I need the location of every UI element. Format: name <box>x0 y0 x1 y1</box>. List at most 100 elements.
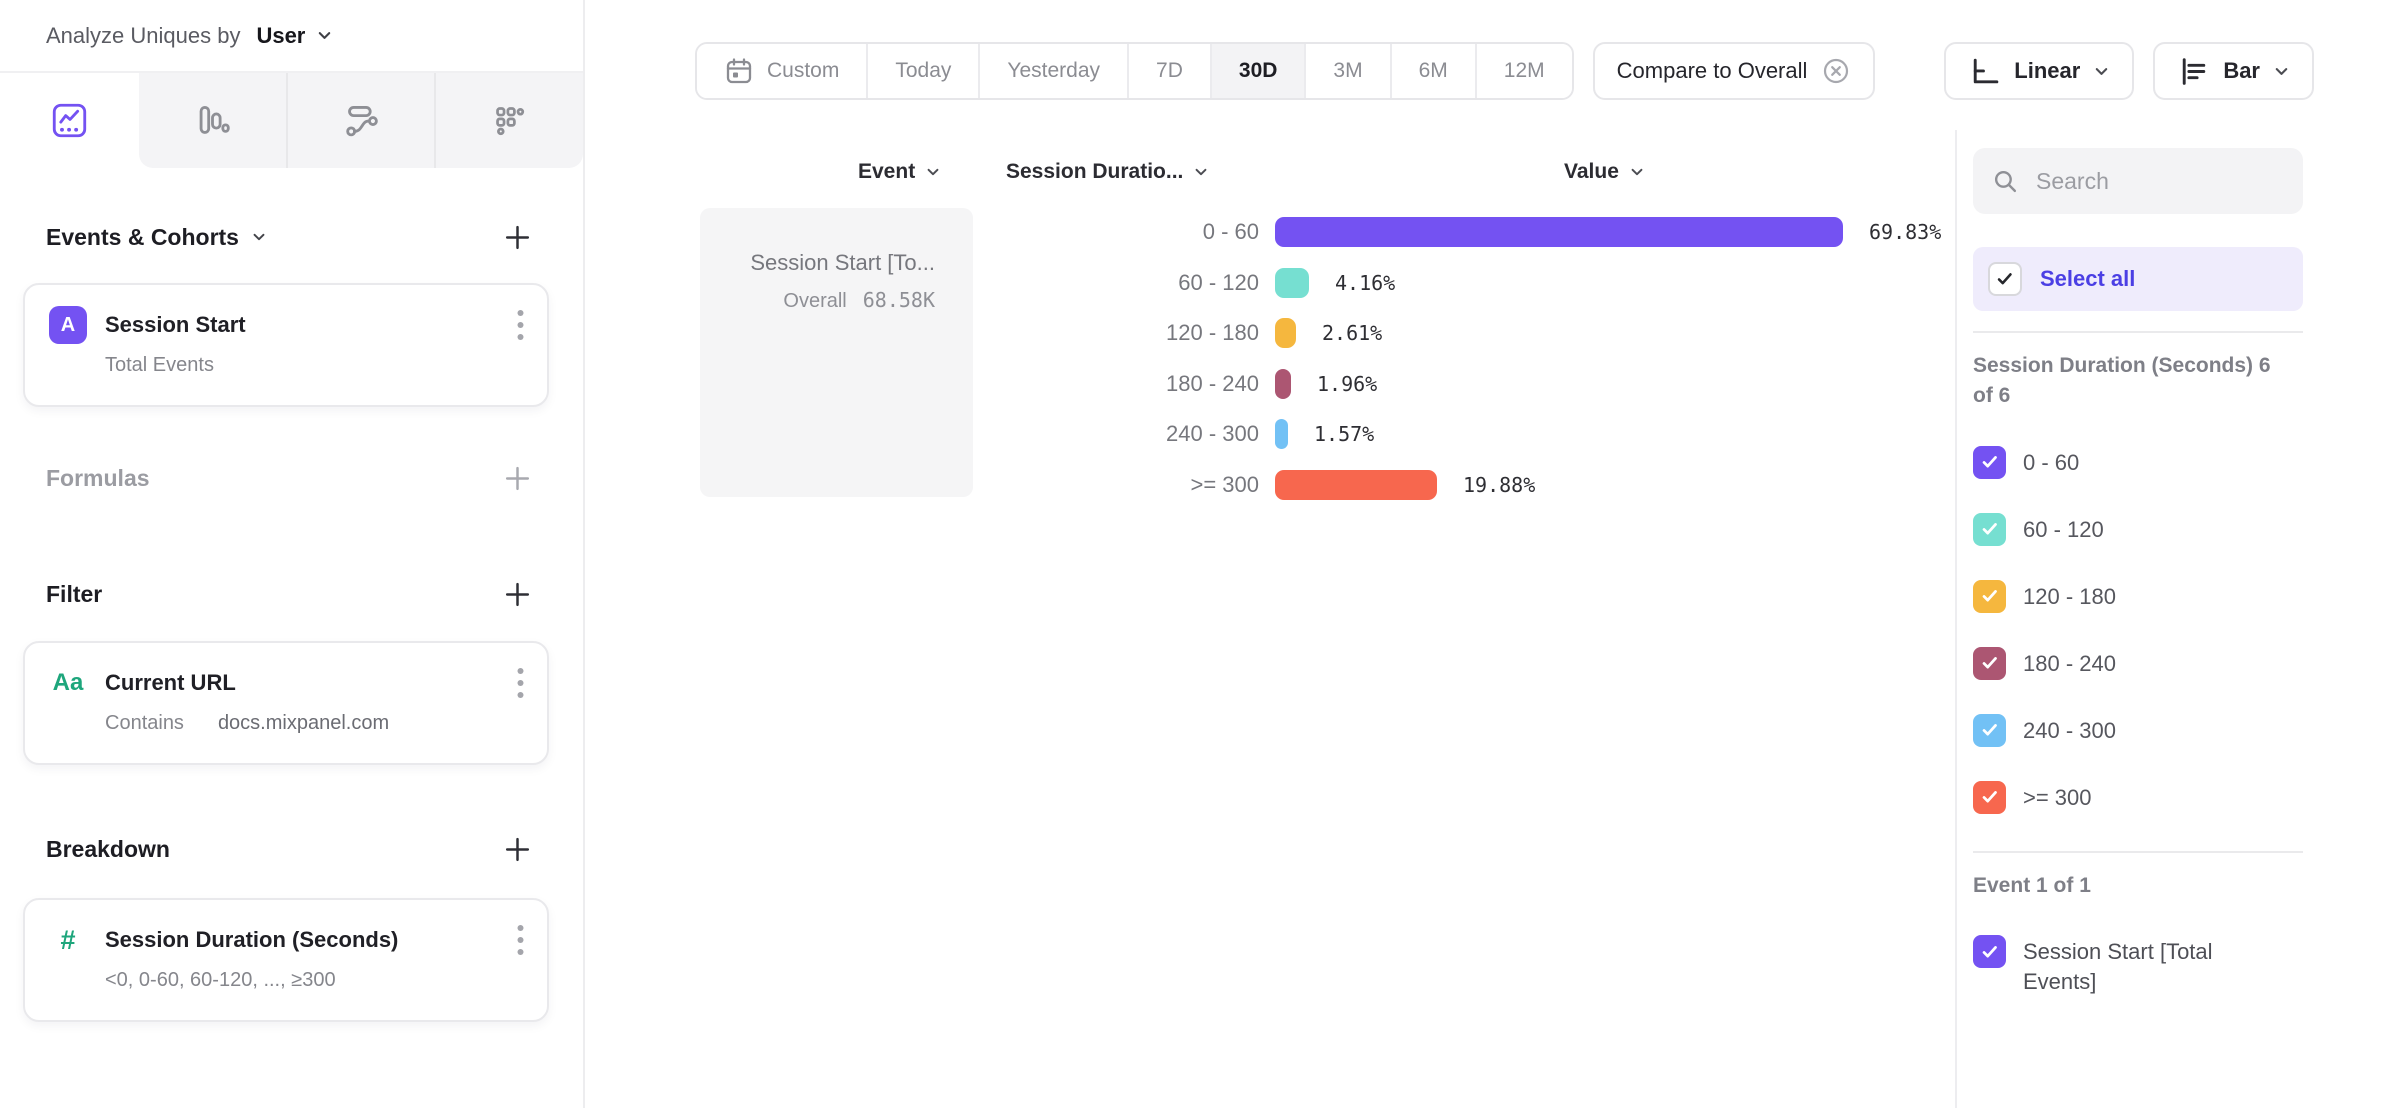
insights-chart-icon <box>51 102 88 139</box>
category-label: 120 - 180 <box>1166 320 1259 346</box>
bar-segment[interactable] <box>1275 368 1291 399</box>
legend-divider <box>1973 331 2303 333</box>
metric-dropdown[interactable]: User <box>256 23 333 49</box>
filter-card-current-url[interactable]: Aa Current URL Contains docs.mixpanel.co… <box>23 641 549 765</box>
column-header-event[interactable]: Event <box>858 160 941 184</box>
date-range-7d[interactable]: 7D <box>1127 44 1210 98</box>
formulas-section-title: Formulas <box>46 464 150 491</box>
bar-segment[interactable] <box>1275 469 1437 500</box>
column-header-breakdown-label: Session Duratio... <box>1006 160 1184 183</box>
analyze-header: Analyze Uniques by User <box>0 0 583 73</box>
scale-label: Linear <box>2014 58 2081 83</box>
legend-option-row[interactable]: 180 - 240 <box>1973 646 2398 680</box>
bar-segment[interactable] <box>1275 217 1843 248</box>
filter-value[interactable]: docs.mixpanel.com <box>217 712 390 734</box>
legend-option-row[interactable]: >= 300 <box>1973 780 2398 814</box>
chevron-down-icon <box>925 164 941 180</box>
legend-option-row[interactable]: 60 - 120 <box>1973 512 2398 546</box>
event-counting-method[interactable]: Total Events <box>105 354 214 376</box>
option-checkbox[interactable] <box>1973 445 2006 479</box>
formulas-section-header: Formulas <box>0 462 583 494</box>
chevron-down-icon <box>1193 164 1209 180</box>
option-checkbox[interactable] <box>1973 646 2006 680</box>
query-builder-sidebar: Analyze Uniques by User <box>0 0 585 1108</box>
event-card-menu-button[interactable] <box>516 307 525 343</box>
add-event-button[interactable] <box>502 222 533 253</box>
chart-type-label: Bar <box>2223 58 2260 83</box>
filter-card-menu-button[interactable] <box>516 665 525 701</box>
breakdown-buckets[interactable]: <0, 0-60, 60-120, ..., ≥300 <box>105 969 336 991</box>
date-range-30d[interactable]: 30D <box>1209 44 1305 98</box>
flows-icon <box>343 102 380 139</box>
event-cell-title: Session Start [To... <box>750 250 935 275</box>
report-type-tabs <box>0 73 583 168</box>
legend-search-input[interactable] <box>2034 166 2284 196</box>
legend-option-row[interactable]: Session Start [Total Events] <box>1973 935 2398 996</box>
date-range-yesterday[interactable]: Yesterday <box>978 44 1128 98</box>
add-formula-button[interactable] <box>502 463 533 494</box>
tab-insights[interactable] <box>0 73 139 168</box>
date-range-custom[interactable]: Custom <box>697 44 867 98</box>
event-card-title: Session Start <box>105 312 246 337</box>
bar-row: 240 - 300 1.57% <box>585 409 1941 460</box>
bar-segment[interactable] <box>1275 318 1296 349</box>
bar-segment[interactable] <box>1275 267 1309 298</box>
bar-row: 0 - 60 69.83% <box>585 207 1941 258</box>
bar-row: 180 - 240 1.96% <box>585 359 1941 410</box>
column-header-event-label: Event <box>858 160 916 183</box>
select-all-row[interactable]: Select all <box>1973 247 2303 311</box>
event-card-session-start[interactable]: A Session Start Total Events <box>23 283 549 407</box>
tab-retention[interactable] <box>434 73 583 168</box>
filter-operator[interactable]: Contains <box>105 712 184 734</box>
breakdown-section-title: Breakdown <box>46 835 170 862</box>
overall-value: 68.58K <box>862 288 935 312</box>
compare-label: Compare to Overall <box>1616 58 1808 83</box>
value-label: 1.96% <box>1317 371 1378 396</box>
inactive-tabs-group <box>139 73 583 168</box>
select-all-label: Select all <box>2040 266 2136 291</box>
legend-divider <box>1973 850 2303 853</box>
chevron-down-icon <box>2093 63 2110 80</box>
analyze-label: Analyze Uniques by <box>46 22 241 48</box>
select-all-checkbox[interactable] <box>1988 262 2022 296</box>
legend-option-row[interactable]: 240 - 300 <box>1973 713 2398 747</box>
report-toolbar: Custom Today Yesterday 7D 30D 3M 6M 12M Compare… <box>695 42 2314 100</box>
option-checkbox[interactable] <box>1973 579 2006 613</box>
option-label: Session Start [Total Events] <box>2023 939 2213 994</box>
option-label: 0 - 60 <box>2023 449 2080 475</box>
option-checkbox[interactable] <box>1973 935 2006 969</box>
bar-segment[interactable] <box>1275 419 1288 450</box>
tab-flows[interactable] <box>285 73 435 168</box>
category-label: >= 300 <box>1190 471 1259 497</box>
bar-row: 120 - 180 2.61% <box>585 308 1941 359</box>
date-range-3m[interactable]: 3M <box>1304 44 1390 98</box>
filter-section-header: Filter <box>0 578 583 610</box>
breakdown-card-menu-button[interactable] <box>516 922 525 958</box>
column-header-breakdown[interactable]: Session Duratio... <box>1006 160 1209 184</box>
date-range-12m[interactable]: 12M <box>1474 44 1572 98</box>
compare-to-overall-pill[interactable]: Compare to Overall <box>1592 42 1876 100</box>
option-checkbox[interactable] <box>1973 512 2006 546</box>
remove-compare-icon[interactable] <box>1821 56 1851 86</box>
column-header-value[interactable]: Value <box>1564 160 1645 184</box>
tab-funnels[interactable] <box>139 73 286 168</box>
legend-option-row[interactable]: 120 - 180 <box>1973 579 2398 613</box>
add-filter-button[interactable] <box>502 579 533 610</box>
option-checkbox[interactable] <box>1973 713 2006 747</box>
date-range-today[interactable]: Today <box>866 44 979 98</box>
breakdown-card-session-duration[interactable]: # Session Duration (Seconds) <0, 0-60, 6… <box>23 898 549 1022</box>
option-label: 60 - 120 <box>2023 516 2104 542</box>
chart-type-dropdown[interactable]: Bar <box>2153 42 2314 100</box>
date-range-6m[interactable]: 6M <box>1389 44 1475 98</box>
legend-option-row[interactable]: 0 - 60 <box>1973 445 2398 479</box>
search-icon <box>1992 168 2019 195</box>
add-breakdown-button[interactable] <box>502 834 533 865</box>
value-label: 4.16% <box>1335 270 1396 295</box>
breakdown-options: 0 - 60 60 - 120 120 - 180 180 - 240 240 - 30… <box>1973 445 2398 814</box>
legend-search-box[interactable] <box>1973 148 2303 214</box>
event-cell-overall: Overall 68.58K <box>720 288 935 313</box>
legend-panel: Select all Session Duration (Seconds) 6 … <box>1955 130 2398 1108</box>
scale-dropdown[interactable]: Linear <box>1944 42 2135 100</box>
option-checkbox[interactable] <box>1973 780 2006 814</box>
